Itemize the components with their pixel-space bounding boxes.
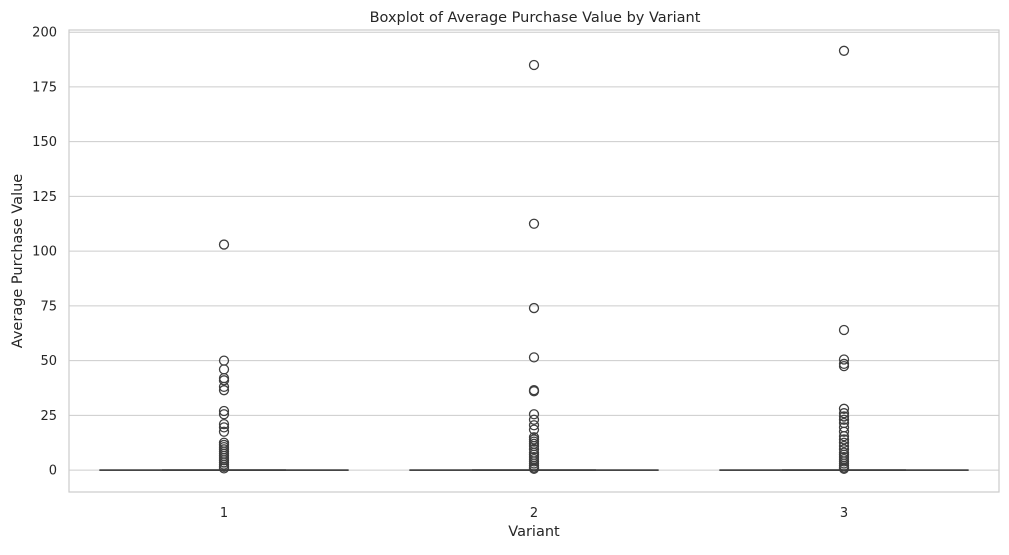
box-group <box>720 46 968 473</box>
outlier-point <box>530 61 539 70</box>
box-group <box>100 240 348 473</box>
x-tick-label: 1 <box>220 506 228 521</box>
outlier-point <box>220 365 229 374</box>
x-axis-label: Variant <box>508 524 560 540</box>
outlier-point <box>840 46 849 55</box>
y-tick-label: 175 <box>32 80 57 95</box>
outlier-point <box>840 325 849 334</box>
y-tick-label: 100 <box>32 245 57 260</box>
plot-frame <box>69 30 999 492</box>
y-tick-label: 150 <box>32 135 57 150</box>
box-group <box>410 61 658 474</box>
outlier-point <box>530 304 539 313</box>
tick-labels: 0 25 50 75 100 125 150 175 200 1 2 3 <box>32 26 848 521</box>
grid-lines <box>69 32 999 470</box>
outlier-point <box>220 374 229 383</box>
y-tick-label: 125 <box>32 190 57 205</box>
y-tick-label: 50 <box>40 354 57 369</box>
y-tick-label: 0 <box>49 464 57 479</box>
y-axis-label: Average Purchase Value <box>10 174 26 349</box>
boxes <box>100 46 968 473</box>
outlier-point <box>530 219 539 228</box>
y-tick-label: 200 <box>32 26 57 41</box>
outlier-point <box>220 240 229 249</box>
plot-border <box>69 30 999 492</box>
outlier-point <box>840 362 849 371</box>
x-tick-label: 3 <box>840 506 848 521</box>
x-tick-label: 2 <box>530 506 538 521</box>
y-tick-label: 75 <box>40 299 57 314</box>
y-tick-label: 25 <box>40 409 57 424</box>
chart-title: Boxplot of Average Purchase Value by Var… <box>370 10 701 26</box>
